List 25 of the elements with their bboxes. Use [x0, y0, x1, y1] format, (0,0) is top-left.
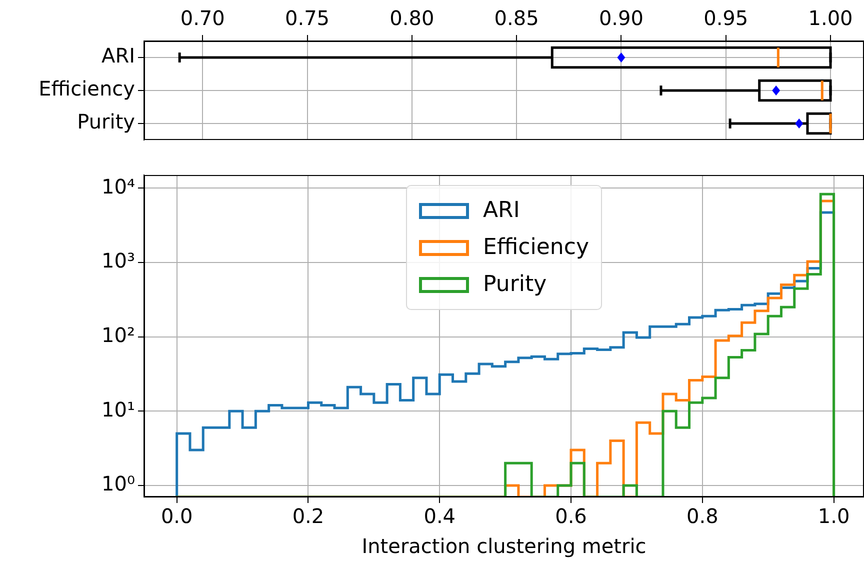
- y-tick-label: Efficiency: [38, 76, 136, 101]
- x-tick-label: 1.0: [818, 504, 850, 528]
- y-tick-label: 10⁴: [102, 174, 135, 198]
- y-tick-label: 10¹: [102, 397, 135, 422]
- x-tick-label: 1.00: [808, 6, 853, 30]
- x-tick-label: 0.70: [180, 6, 225, 30]
- y-tick-label: Purity: [77, 110, 136, 134]
- y-tick-label: 10³: [102, 248, 135, 273]
- legend-label: Efficiency: [483, 235, 589, 260]
- x-tick-label: 0.95: [704, 6, 748, 30]
- y-tick-label: ARI: [102, 44, 135, 68]
- x-tick-label: 0.80: [390, 6, 434, 30]
- x-tick-label: 0.0: [160, 504, 193, 528]
- x-tick-label: 0.8: [686, 504, 718, 528]
- x-tick-label: 0.75: [284, 6, 330, 30]
- x-tick-label: 0.85: [494, 6, 539, 30]
- x-tick-label: 0.2: [292, 504, 324, 528]
- y-tick-label: 10⁰: [102, 472, 135, 496]
- x-tick-label: 0.4: [424, 504, 456, 528]
- x-tick-label: 0.90: [598, 6, 644, 30]
- legend-label: Purity: [483, 272, 547, 297]
- y-tick-label: 10²: [102, 322, 135, 347]
- x-axis-title: Interaction clustering metric: [362, 534, 646, 558]
- x-tick-label: 0.6: [555, 504, 587, 528]
- legend-label: ARI: [483, 198, 520, 223]
